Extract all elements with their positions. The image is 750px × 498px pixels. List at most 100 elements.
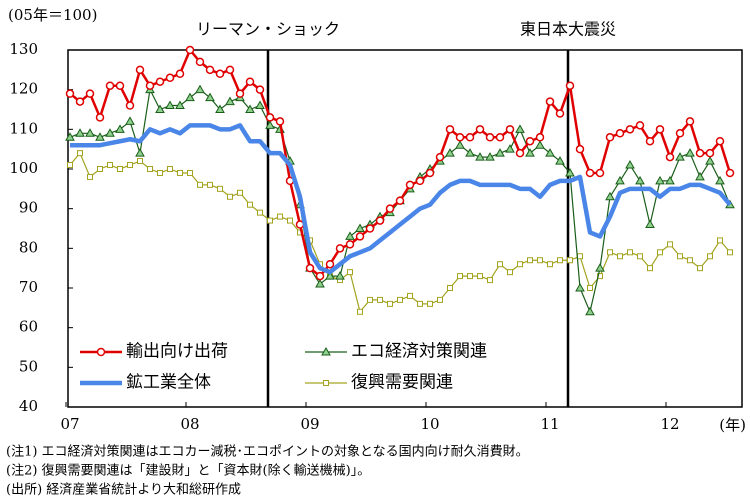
marker [67,162,73,169]
y-tick-label: 70 [19,278,38,296]
marker [455,133,465,142]
marker [135,148,145,157]
marker [575,144,585,154]
marker [617,253,623,260]
y-tick-label: 40 [19,397,38,415]
marker [525,148,535,157]
marker [457,273,463,280]
marker [727,249,733,256]
marker [575,282,585,292]
marker [455,140,465,149]
marker [95,113,105,122]
marker [117,166,123,172]
marker [627,249,633,256]
marker [707,253,713,260]
marker [187,169,193,176]
marker [535,140,545,149]
marker [96,347,106,357]
marker [175,100,185,110]
marker [197,181,203,188]
marker [595,168,605,178]
marker [65,89,75,98]
marker [135,65,145,75]
marker [605,133,615,142]
marker [115,81,125,90]
marker [495,148,505,157]
marker [277,213,283,220]
marker [375,216,385,225]
event-label: 東日本大震災 [520,20,616,39]
marker [127,162,133,169]
y-tick-label: 80 [19,238,38,256]
marker [665,175,675,185]
marker [545,97,555,106]
marker [245,77,255,86]
marker [635,175,645,185]
marker [321,346,331,356]
marker [345,231,355,240]
marker [87,173,93,180]
marker [675,129,685,138]
x-tick-label: 09 [300,415,319,433]
marker [85,89,95,98]
marker [585,306,595,316]
marker [105,128,115,137]
marker [365,224,375,233]
event-label: リーマン・ショック [196,20,340,39]
marker [125,116,135,125]
legend-label: 復興需要関連 [351,373,453,393]
series-line [70,123,732,275]
marker [527,257,533,264]
series-line [69,152,731,313]
marker [167,166,173,172]
marker [555,156,565,165]
marker [515,124,525,133]
note: (注2) 復興需要関連は「建設財」と「資本財(除く輸送機械)」。 [6,463,370,479]
marker [385,204,395,213]
marker [247,201,253,208]
marker [495,133,505,142]
marker [335,244,345,253]
marker [287,217,293,224]
marker [185,92,195,102]
marker [637,253,643,260]
marker [155,77,165,86]
marker [607,249,613,256]
marker [77,150,83,157]
marker [357,308,363,315]
marker [517,261,523,268]
marker [405,180,415,190]
marker [625,160,635,169]
marker [585,168,595,178]
marker [325,259,335,269]
marker [85,128,95,137]
marker [95,132,105,141]
marker [275,117,285,126]
marker [485,133,495,142]
marker [325,271,335,280]
marker [335,271,345,280]
marker [225,65,235,75]
marker [215,104,225,113]
marker [377,296,383,303]
legend-label: 輸出向け出荷 [126,342,228,362]
marker [415,176,425,186]
marker [665,152,675,162]
marker [655,125,665,134]
x-tick-label: 07 [60,415,79,433]
marker [397,296,403,303]
marker [107,162,113,169]
marker [635,121,645,130]
marker [695,148,705,158]
marker [515,148,525,158]
marker [157,169,163,176]
marker [417,300,423,307]
marker [367,296,373,303]
marker [565,81,575,90]
y-tick-label: 90 [19,199,38,217]
marker [725,168,735,178]
marker [705,156,715,165]
marker [445,125,455,134]
marker [475,152,485,161]
y-tick-label: 50 [19,357,38,375]
